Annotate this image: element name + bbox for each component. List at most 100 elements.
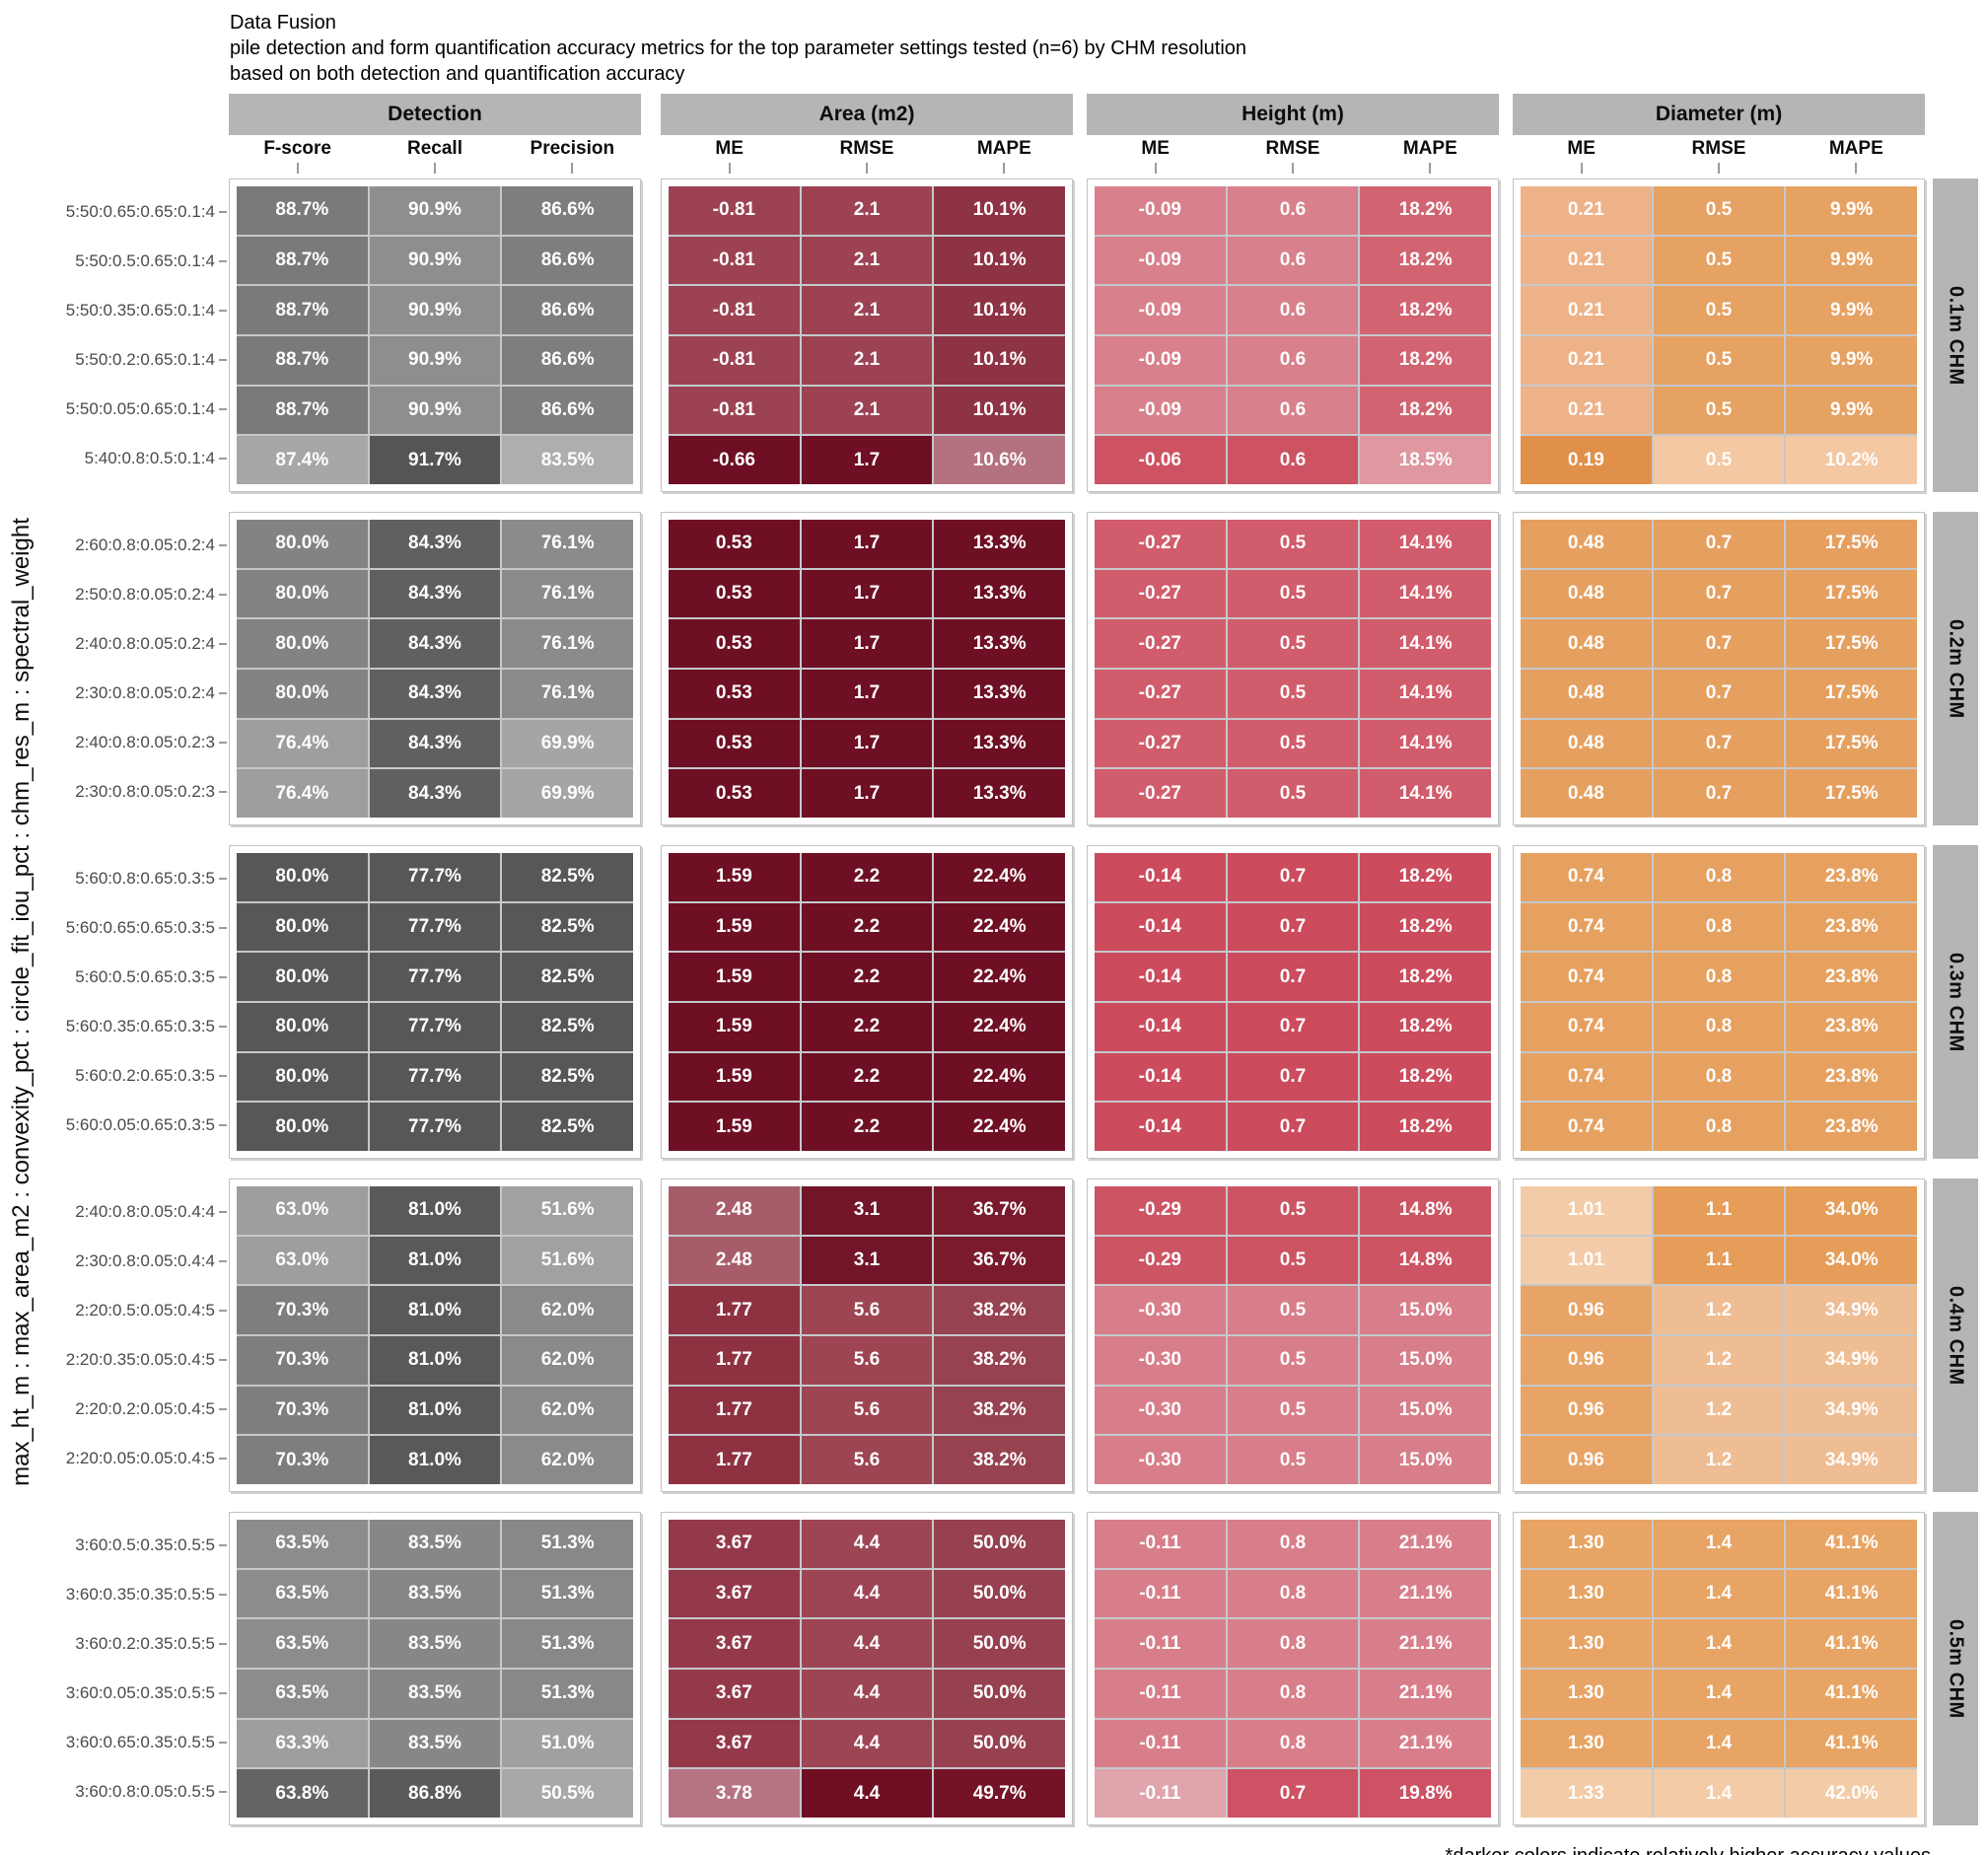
- axis-tick: [219, 260, 227, 262]
- column-group-strip-area: Area (m2): [661, 94, 1073, 135]
- heatmap-cell: -0.11: [1095, 1769, 1226, 1818]
- heatmap-cell: 2.48: [669, 1186, 800, 1235]
- heatmap-cell: 0.5: [1227, 769, 1359, 818]
- heatmap-cell: 0.53: [669, 719, 800, 768]
- heatmap-cell: 88.7%: [237, 236, 368, 285]
- row-label-item: 5:60:0.5:0.65:0.3:5: [0, 953, 229, 1002]
- panel-area: 2.48 3.1 36.7% 2.48 3.1 36.7% 1.77 5.6 38.2% 1.77…: [661, 1178, 1073, 1492]
- heatmap-cell: 0.53: [669, 520, 800, 568]
- heatmap-cell: -0.11: [1095, 1670, 1226, 1718]
- heatmap-cell: 19.8%: [1360, 1769, 1491, 1818]
- panel-detection: 63.5% 83.5% 51.3% 63.5% 83.5% 51.3% 63.5% 83.5%…: [229, 1512, 641, 1825]
- heatmap-cell: 76.1%: [502, 569, 633, 618]
- heatmap-cell: 84.3%: [369, 520, 501, 568]
- heatmap-cell: 2.48: [669, 1236, 800, 1285]
- cell-grid: 1.01 1.1 34.0% 1.01 1.1 34.0% 0.96 1.2 34.9% 0.96…: [1521, 1186, 1917, 1484]
- heatmap-cell: 10.1%: [934, 236, 1065, 285]
- heatmap-cell: 1.30: [1521, 1619, 1652, 1668]
- heatmap-cell: 0.8: [1653, 1052, 1785, 1102]
- row-label-item: 5:50:0.5:0.65:0.1:4: [0, 237, 229, 286]
- heatmap-cell: 18.2%: [1360, 336, 1491, 385]
- heatmap-cell: 91.7%: [369, 436, 501, 484]
- heatmap-cell: 3.1: [801, 1186, 933, 1235]
- axis-tick: [219, 1211, 227, 1213]
- row-label-item: 2:60:0.8:0.05:0.2:4: [0, 521, 229, 570]
- heatmap-cell: 0.5: [1653, 286, 1785, 334]
- spacer: [1499, 1178, 1513, 1492]
- row-label: 5:50:0.65:0.65:0.1:4: [65, 202, 215, 221]
- metric-header-label: ME: [1141, 138, 1170, 159]
- axis-tick: [219, 359, 227, 361]
- heatmap-cell: 41.1%: [1786, 1719, 1917, 1768]
- heatmap-cell: 0.6: [1227, 186, 1359, 235]
- spacer: [1499, 845, 1513, 1159]
- heatmap-cell: 1.77: [669, 1336, 800, 1385]
- heatmap-cell: 15.0%: [1360, 1386, 1491, 1435]
- axis-tick: [219, 1544, 227, 1546]
- heatmap-cell: 13.3%: [934, 719, 1065, 768]
- heatmap-cell: 77.7%: [369, 1052, 501, 1102]
- heatmap-cell: 63.5%: [237, 1619, 368, 1668]
- heatmap-cell: 13.3%: [934, 619, 1065, 668]
- heatmap-cell: 1.1: [1653, 1236, 1785, 1285]
- axis-tick: [296, 163, 299, 174]
- heatmap-cell: 18.2%: [1360, 286, 1491, 334]
- spacer: [1073, 94, 1087, 135]
- facet-row-group-2: 2:60:0.8:0.05:0.2:4 2:50:0.8:0.05:0.2:4 2:…: [0, 512, 1988, 825]
- metric-header-label: MAPE: [1828, 138, 1883, 159]
- heatmap-cell: 0.5: [1227, 1186, 1359, 1235]
- heatmap-cell: 83.5%: [502, 436, 633, 484]
- spacer: [1925, 178, 1933, 492]
- heatmap-cell: 1.7: [801, 619, 933, 668]
- heatmap-cell: 5.6: [801, 1336, 933, 1385]
- heatmap-cell: 0.7: [1227, 1103, 1359, 1151]
- panel-detection: 80.0% 77.7% 82.5% 80.0% 77.7% 82.5% 80.0% 77.7%…: [229, 845, 641, 1159]
- cell-grid: 0.48 0.7 17.5% 0.48 0.7 17.5% 0.48 0.7 17.5% 0.48…: [1521, 520, 1917, 818]
- row-label: 5:50:0.5:0.65:0.1:4: [75, 251, 215, 270]
- heatmap-cell: 86.6%: [502, 286, 633, 334]
- heatmap-cell: 10.1%: [934, 186, 1065, 235]
- heatmap-cell: 83.5%: [369, 1719, 501, 1768]
- row-label: 5:60:0.35:0.65:0.3:5: [65, 1017, 215, 1035]
- heatmap-cell: 0.8: [1227, 1670, 1359, 1718]
- chart-title: Data Fusion: [230, 12, 336, 34]
- heatmap-cell: 50.0%: [934, 1719, 1065, 1768]
- axis-tick: [219, 1124, 227, 1126]
- row-label: 2:30:0.8:0.05:0.2:3: [75, 782, 215, 801]
- heatmap-cell: -0.81: [669, 386, 800, 435]
- spacer: [1073, 1512, 1087, 1825]
- row-label-item: 2:40:0.8:0.05:0.2:3: [0, 718, 229, 767]
- heatmap-cell: 34.9%: [1786, 1436, 1917, 1484]
- heatmap-cell: 9.9%: [1786, 186, 1917, 235]
- heatmap-cell: 0.5: [1227, 1286, 1359, 1334]
- row-label-item: 5:50:0.05:0.65:0.1:4: [0, 385, 229, 434]
- heatmap-cell: 38.2%: [934, 1436, 1065, 1484]
- heatmap-cell: 90.9%: [369, 336, 501, 385]
- heatmap-cell: 41.1%: [1786, 1569, 1917, 1618]
- heatmap-cell: 17.5%: [1786, 769, 1917, 818]
- row-label-item: 3:60:0.05:0.35:0.5:5: [0, 1669, 229, 1718]
- heatmap-cell: 4.4: [801, 1520, 933, 1568]
- heatmap-cell: 0.6: [1227, 436, 1359, 484]
- row-label-item: 2:30:0.8:0.05:0.2:4: [0, 669, 229, 718]
- heatmap-cell: 13.3%: [934, 569, 1065, 618]
- y-axis-label: max_ht_m : max_area_m2 : convexity_pct :…: [8, 518, 35, 1486]
- metric-header-group: ME RMSE MAPE: [1513, 135, 1925, 178]
- heatmap-cell: 77.7%: [369, 1103, 501, 1151]
- heatmap-cell: 15.0%: [1360, 1336, 1491, 1385]
- row-label: 3:60:0.05:0.35:0.5:5: [65, 1683, 215, 1702]
- heatmap-cell: 0.5: [1653, 186, 1785, 235]
- subheader-gutter: [0, 135, 229, 178]
- metric-header-label: RMSE: [1265, 138, 1320, 159]
- heatmap-cell: 14.1%: [1360, 520, 1491, 568]
- heatmap-cell: 0.7: [1227, 953, 1359, 1001]
- heatmap-cell: 83.5%: [369, 1670, 501, 1718]
- heatmap-cell: -0.81: [669, 336, 800, 385]
- heatmap-cell: 63.5%: [237, 1520, 368, 1568]
- spacer: [641, 94, 661, 135]
- heatmap-cell: 18.2%: [1360, 1003, 1491, 1051]
- heatmap-cell: 2.2: [801, 1103, 933, 1151]
- heatmap-cell: 41.1%: [1786, 1520, 1917, 1568]
- heatmap-cell: 0.8: [1653, 902, 1785, 952]
- heatmap-cell: 10.1%: [934, 286, 1065, 334]
